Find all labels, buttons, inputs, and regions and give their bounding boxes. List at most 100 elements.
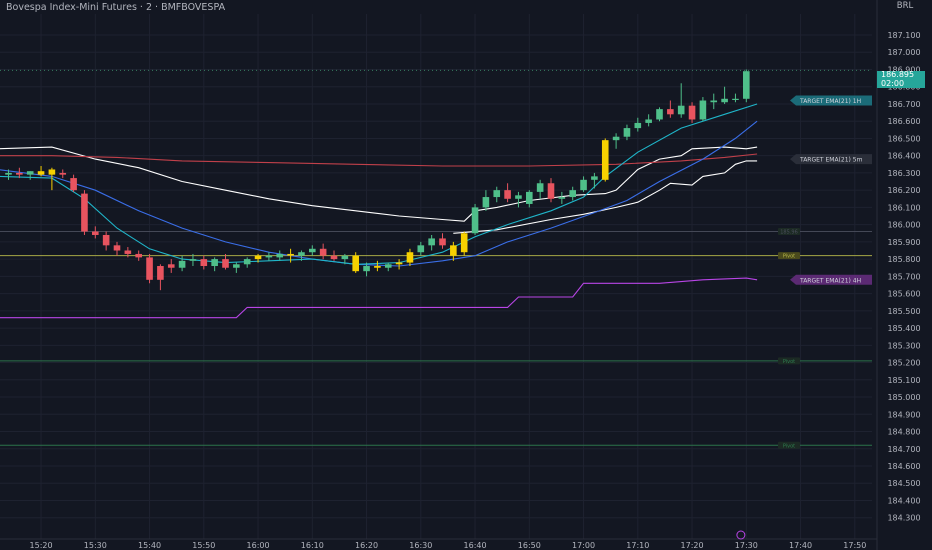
candle-body [667, 109, 674, 115]
time-tick-label: 16:30 [409, 541, 432, 550]
candle-body [81, 193, 88, 232]
candle-body [48, 169, 56, 175]
candle-body [612, 136, 620, 141]
candle-body [471, 207, 479, 234]
candle-body [59, 172, 67, 175]
target-flag [790, 95, 872, 106]
last-price-badge: 186.895 02:00 [877, 70, 925, 88]
price-tick-label: 185.300 [887, 341, 920, 350]
time-tick-label: 15:20 [30, 541, 53, 550]
level-label: Pivot [783, 443, 795, 449]
time-tick-label: 17:10 [626, 541, 649, 550]
event-marker-icon [736, 530, 746, 540]
time-tick-label: 16:40 [464, 541, 487, 550]
level-label: 185.96 [780, 230, 798, 236]
candle-body [157, 266, 164, 280]
last-price-value: 186.895 [881, 70, 915, 79]
candle-body [710, 100, 718, 103]
candle-body [254, 255, 262, 260]
candle-body [504, 190, 511, 199]
candle-body [341, 255, 349, 260]
candle-body [417, 245, 425, 253]
red-series-line [0, 153, 758, 167]
candle-body [113, 245, 121, 251]
price-tick-label: 186.200 [887, 186, 920, 195]
candle-body [699, 100, 707, 120]
price-axis[interactable]: 187.100187.000186.900186.800186.700186.6… [876, 0, 932, 550]
currency-label[interactable]: BRL [896, 1, 914, 11]
bar-countdown: 02:00 [881, 78, 905, 88]
target-flag-label: TARGET EMA(21) 5m [799, 157, 863, 164]
candle-body [688, 105, 696, 120]
price-tick-label: 185.600 [887, 290, 920, 299]
time-tick-label: 15:50 [192, 541, 215, 550]
candle-body [428, 238, 435, 246]
candle-body [460, 233, 468, 253]
level-label: Pivot [783, 359, 795, 365]
candle-body [211, 259, 218, 267]
candle-body [124, 250, 132, 254]
candle-body [732, 98, 739, 100]
price-tick-label: 185.200 [887, 359, 920, 368]
candle-body [677, 105, 685, 115]
candle-body [721, 98, 728, 103]
price-tick-label: 184.800 [887, 428, 920, 437]
white-series-line [0, 146, 758, 222]
cyan-series-line [0, 103, 758, 265]
price-tick-label: 187.000 [887, 48, 920, 57]
candle-body [135, 253, 142, 258]
time-tick-label: 17:00 [572, 541, 595, 550]
candle-body [634, 122, 642, 129]
purple-series-line [0, 277, 758, 319]
price-tick-label: 187.100 [887, 31, 920, 40]
candle-body [16, 172, 23, 175]
level-tag [778, 228, 800, 236]
candle-body [569, 190, 576, 198]
candle-body [178, 260, 186, 268]
candle-body [645, 119, 652, 123]
candle-body [233, 264, 240, 268]
candle-body [330, 255, 338, 260]
time-tick-label: 15:40 [138, 541, 161, 550]
candle-body [526, 191, 533, 204]
time-tick-label: 16:00 [247, 541, 270, 550]
candle-body [243, 259, 251, 265]
candle-body [623, 128, 631, 137]
candle-body [352, 255, 359, 272]
time-tick-label: 15:30 [84, 541, 107, 550]
level-tag [778, 357, 800, 365]
candle-body [591, 176, 598, 180]
level-tag [778, 441, 800, 449]
price-tick-label: 186.700 [887, 100, 920, 109]
candle-body [580, 179, 587, 191]
candles-layer [5, 69, 750, 291]
candle-body [515, 195, 522, 199]
indicator-lines-layer [0, 103, 758, 319]
price-axis-bg [877, 0, 932, 550]
candle-body [536, 183, 544, 192]
price-tick-label: 184.600 [887, 462, 920, 471]
candle-body [547, 183, 555, 199]
white-series-line [453, 160, 758, 234]
candle-body [743, 71, 750, 99]
candle-body [70, 178, 77, 191]
candle-body [5, 172, 12, 175]
price-tick-label: 186.600 [887, 117, 920, 126]
price-tick-label: 185.700 [887, 272, 920, 281]
candle-body [384, 264, 392, 268]
candle-body [167, 264, 175, 268]
candle-body [558, 197, 566, 199]
candle-body [265, 255, 273, 258]
candle-body [298, 252, 305, 256]
level-label: Pivot [783, 254, 795, 260]
price-tick-label: 185.000 [887, 393, 920, 402]
candle-body [26, 171, 34, 175]
candle-body [146, 257, 153, 280]
candle-body [276, 253, 284, 258]
time-tick-label: 16:10 [301, 541, 324, 550]
time-tick-label: 17:40 [789, 541, 812, 550]
levels-layer: 185.96 Pivot Pivot Pivot [0, 69, 872, 449]
time-axis[interactable]: 15:20 15:30 15:40 15:50 16:00 16:10 16:20 16:30… [0, 530, 877, 550]
